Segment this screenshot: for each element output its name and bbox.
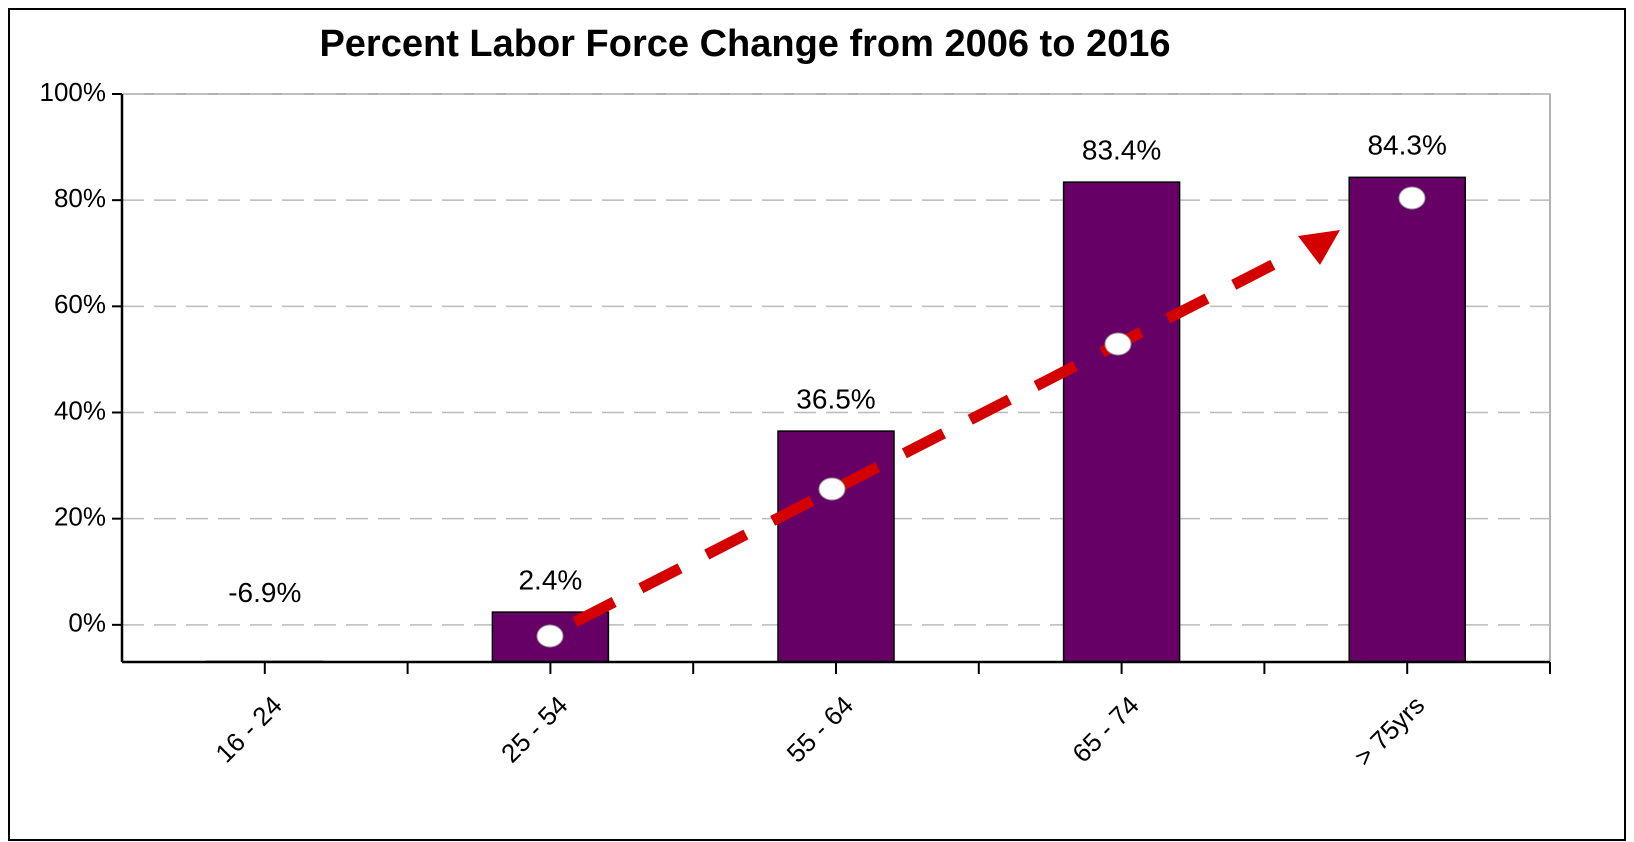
x-tick-label: 55 - 64 — [781, 690, 859, 768]
y-tick-label: 100% — [40, 77, 107, 107]
x-tick-label: 25 - 54 — [495, 690, 573, 768]
x-tick-label: 65 - 74 — [1066, 690, 1144, 768]
x-tick-label: > 75yrs — [1348, 690, 1430, 772]
frame — [8, 8, 1626, 841]
trend-dot — [818, 477, 846, 501]
y-tick-label: 40% — [54, 395, 106, 425]
data-label: 83.4% — [1082, 135, 1161, 166]
trend-arrow — [572, 251, 1293, 627]
y-tick-label: 60% — [54, 289, 106, 319]
y-tick-label: 80% — [54, 183, 106, 213]
y-tick-label: 20% — [54, 502, 106, 532]
y-tick-label: 0% — [68, 608, 106, 638]
chart-title: Percent Labor Force Change from 2006 to … — [319, 23, 1170, 65]
trend-dot — [1104, 332, 1132, 356]
x-tick-label: 16 - 24 — [209, 690, 287, 768]
trend-annotation — [536, 186, 1426, 648]
arrow-head — [1298, 230, 1340, 265]
data-label: 84.3% — [1367, 130, 1446, 161]
bar — [1062, 181, 1181, 663]
data-label: -6.9% — [228, 577, 301, 608]
trend-dot — [1398, 186, 1426, 210]
data-label: 2.4% — [518, 564, 582, 595]
bar — [1348, 176, 1466, 663]
plot-area: 0% 20% 40% 60% 80% 100% -6.9% 16 - 24 2.4% 25 - 5… — [40, 77, 1551, 772]
data-label: 36.5% — [796, 383, 875, 414]
trend-dot — [536, 624, 564, 648]
